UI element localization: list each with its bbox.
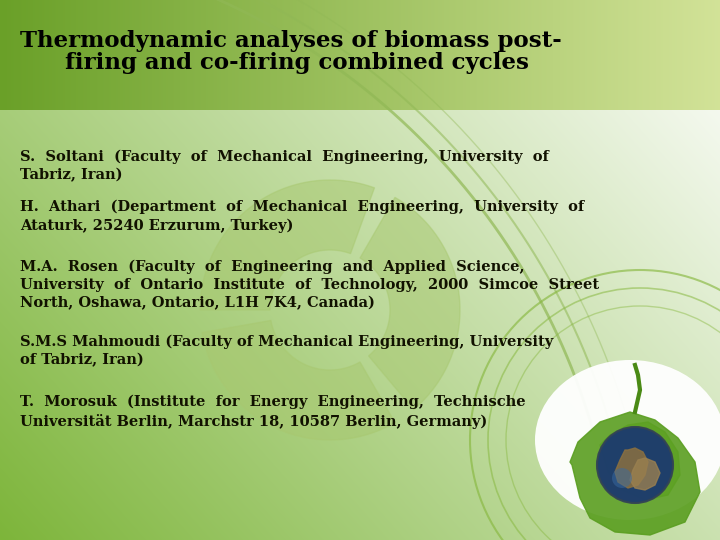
Text: S.  Soltani  (Faculty  of  Mechanical  Engineering,  University  of
Tabriz, Iran: S. Soltani (Faculty of Mechanical Engine… bbox=[20, 150, 549, 183]
Text: T.  Morosuk  (Institute  for  Energy  Engineering,  Technische
Universität Berli: T. Morosuk (Institute for Energy Enginee… bbox=[20, 395, 526, 429]
Text: M.A.  Rosen  (Faculty  of  Engineering  and  Applied  Science,
University  of  O: M.A. Rosen (Faculty of Engineering and A… bbox=[20, 260, 599, 310]
Text: Thermodynamic analyses of biomass post-: Thermodynamic analyses of biomass post- bbox=[20, 30, 562, 52]
Polygon shape bbox=[202, 320, 395, 440]
Ellipse shape bbox=[535, 360, 720, 520]
Text: H.  Athari  (Department  of  Mechanical  Engineering,  University  of
Ataturk, 2: H. Athari (Department of Mechanical Engi… bbox=[20, 200, 584, 233]
Polygon shape bbox=[615, 448, 648, 488]
Polygon shape bbox=[570, 412, 700, 535]
Text: firing and co-firing combined cycles: firing and co-firing combined cycles bbox=[65, 52, 529, 74]
Polygon shape bbox=[360, 198, 460, 409]
Circle shape bbox=[612, 468, 632, 488]
Polygon shape bbox=[630, 458, 660, 490]
Polygon shape bbox=[200, 180, 374, 310]
Polygon shape bbox=[600, 422, 680, 500]
Circle shape bbox=[597, 427, 673, 503]
Text: S.M.S Mahmoudi (Faculty of Mechanical Engineering, University
of Tabriz, Iran): S.M.S Mahmoudi (Faculty of Mechanical En… bbox=[20, 335, 553, 368]
